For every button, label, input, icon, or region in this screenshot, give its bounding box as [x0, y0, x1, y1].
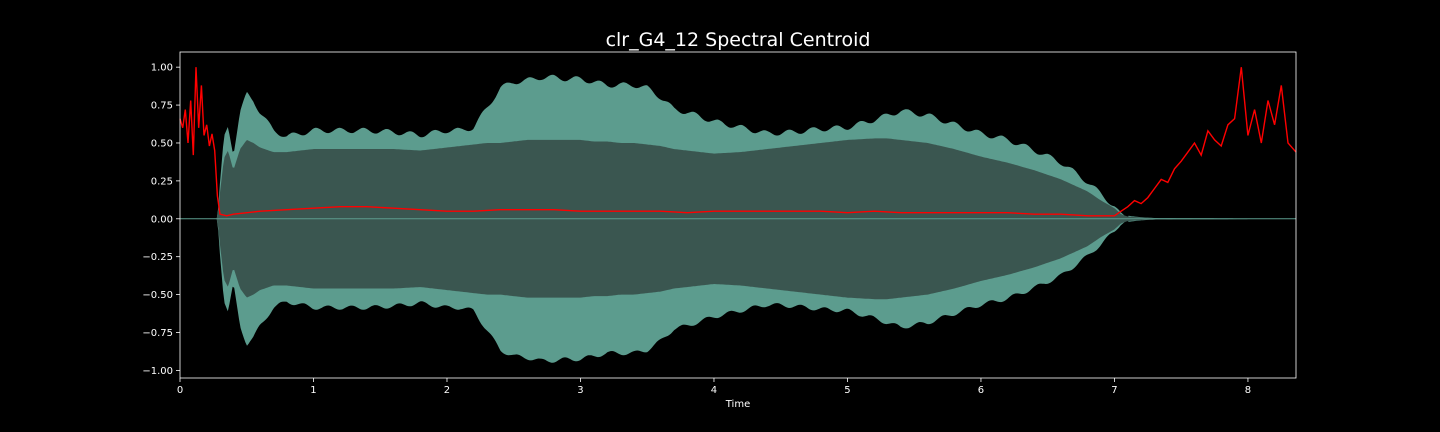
x-tick-label: 4 — [711, 385, 717, 396]
y-tick-label: −1.00 — [142, 366, 173, 377]
axes-frame — [179, 51, 1297, 379]
y-tick-label: 1.00 — [151, 63, 173, 74]
spectral-centroid-line — [179, 67, 1297, 217]
y-tick-label: 0.75 — [151, 101, 173, 112]
y-tick-label: −0.25 — [142, 252, 173, 263]
x-tick-label: 1 — [310, 385, 316, 396]
y-tick-label: −0.50 — [142, 290, 173, 301]
axis-ticks: 0 1 2 3 4 5 6 7 8 1.00 0.75 0.50 0.25 0.00 −0.25 −0.50 −… — [142, 63, 1251, 396]
y-tick-label: 0.25 — [151, 176, 173, 187]
x-axis-label: Time — [725, 399, 750, 410]
y-tick-label: −0.75 — [142, 328, 173, 339]
x-tick-label: 8 — [1245, 385, 1251, 396]
x-tick-label: 3 — [577, 385, 583, 396]
x-tick-label: 5 — [844, 385, 850, 396]
x-tick-label: 6 — [978, 385, 984, 396]
x-tick-label: 2 — [444, 385, 450, 396]
y-tick-label: 0.00 — [151, 214, 173, 225]
chart-title: clr_G4_12 Spectral Centroid — [606, 29, 871, 51]
x-tick-label: 7 — [1111, 385, 1117, 396]
plot-area — [179, 67, 1297, 363]
y-tick-label: 0.50 — [151, 138, 173, 149]
x-tick-label: 0 — [177, 385, 183, 396]
